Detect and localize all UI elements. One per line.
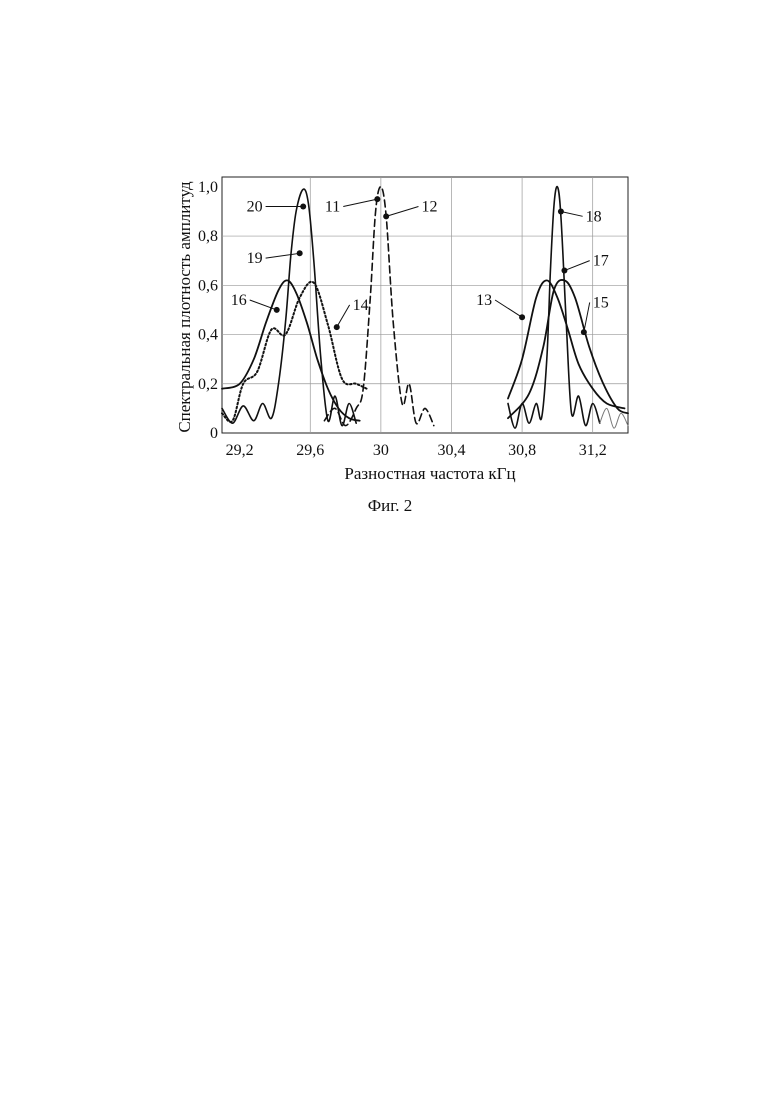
series-line-2 [324,187,433,426]
y-tick-label-5: 1,0 [198,179,218,196]
callout-leader-12 [386,206,418,216]
y-tick-label-3: 0,6 [198,277,218,294]
plot-area: 20 19 16 11 12 14 13 18 17 15 [222,177,628,433]
callout-label-20: 20 [247,198,263,215]
figure-caption: Фиг. 2 [0,496,780,516]
x-axis-label: Разностная частота кГц [344,464,515,483]
callout-dot-15 [581,329,587,335]
callout-label-15: 15 [593,294,609,311]
callout-dot-18 [558,208,564,214]
callout-label-16: 16 [231,292,247,309]
callout-label-12: 12 [421,198,437,215]
callout-dot-20 [300,204,306,210]
series-line-7 [600,408,628,428]
series-layer [222,187,628,429]
callout-dot-11 [374,196,380,202]
annotation-layer: 20 19 16 11 12 14 13 18 17 15 [231,196,609,335]
y-tick-label-0: 0 [210,425,218,442]
callout-dot-12 [383,213,389,219]
x-tick-label-5: 31,2 [579,442,607,459]
y-axis-label: Спектральная плотность амплитуд [175,181,194,433]
y-axis-ticks: 0 0,2 0,4 0,6 0,8 1,0 [198,179,218,442]
callout-dot-19 [297,250,303,256]
callout-leader-11 [343,199,377,206]
callout-label-17: 17 [593,253,609,270]
callout-dot-14 [334,324,340,330]
y-tick-label-1: 0,2 [198,376,218,393]
x-tick-label-3: 30,4 [437,442,465,459]
callout-label-19: 19 [247,250,263,267]
x-tick-label-1: 29,6 [296,442,324,459]
callout-dot-17 [561,268,567,274]
y-tick-label-2: 0,4 [198,327,218,344]
callout-leader-15 [584,302,590,332]
callout-label-18: 18 [586,208,602,225]
callout-leader-17 [564,261,589,271]
callout-dot-13 [519,314,525,320]
x-tick-label-4: 30,8 [508,442,536,459]
callout-leader-18 [561,211,583,216]
y-tick-label-4: 0,8 [198,228,218,245]
callout-leader-14 [337,305,350,327]
callout-label-13: 13 [476,292,492,309]
callout-label-14: 14 [353,297,369,314]
x-tick-label-2: 30 [373,442,389,459]
callout-label-11: 11 [325,198,340,215]
callout-leader-13 [495,300,522,317]
callout-dot-16 [274,307,280,313]
x-axis-ticks: 29,2 29,6 30 30,4 30,8 31,2 [226,442,607,459]
x-tick-label-0: 29,2 [226,442,254,459]
callout-leader-19 [266,253,300,258]
